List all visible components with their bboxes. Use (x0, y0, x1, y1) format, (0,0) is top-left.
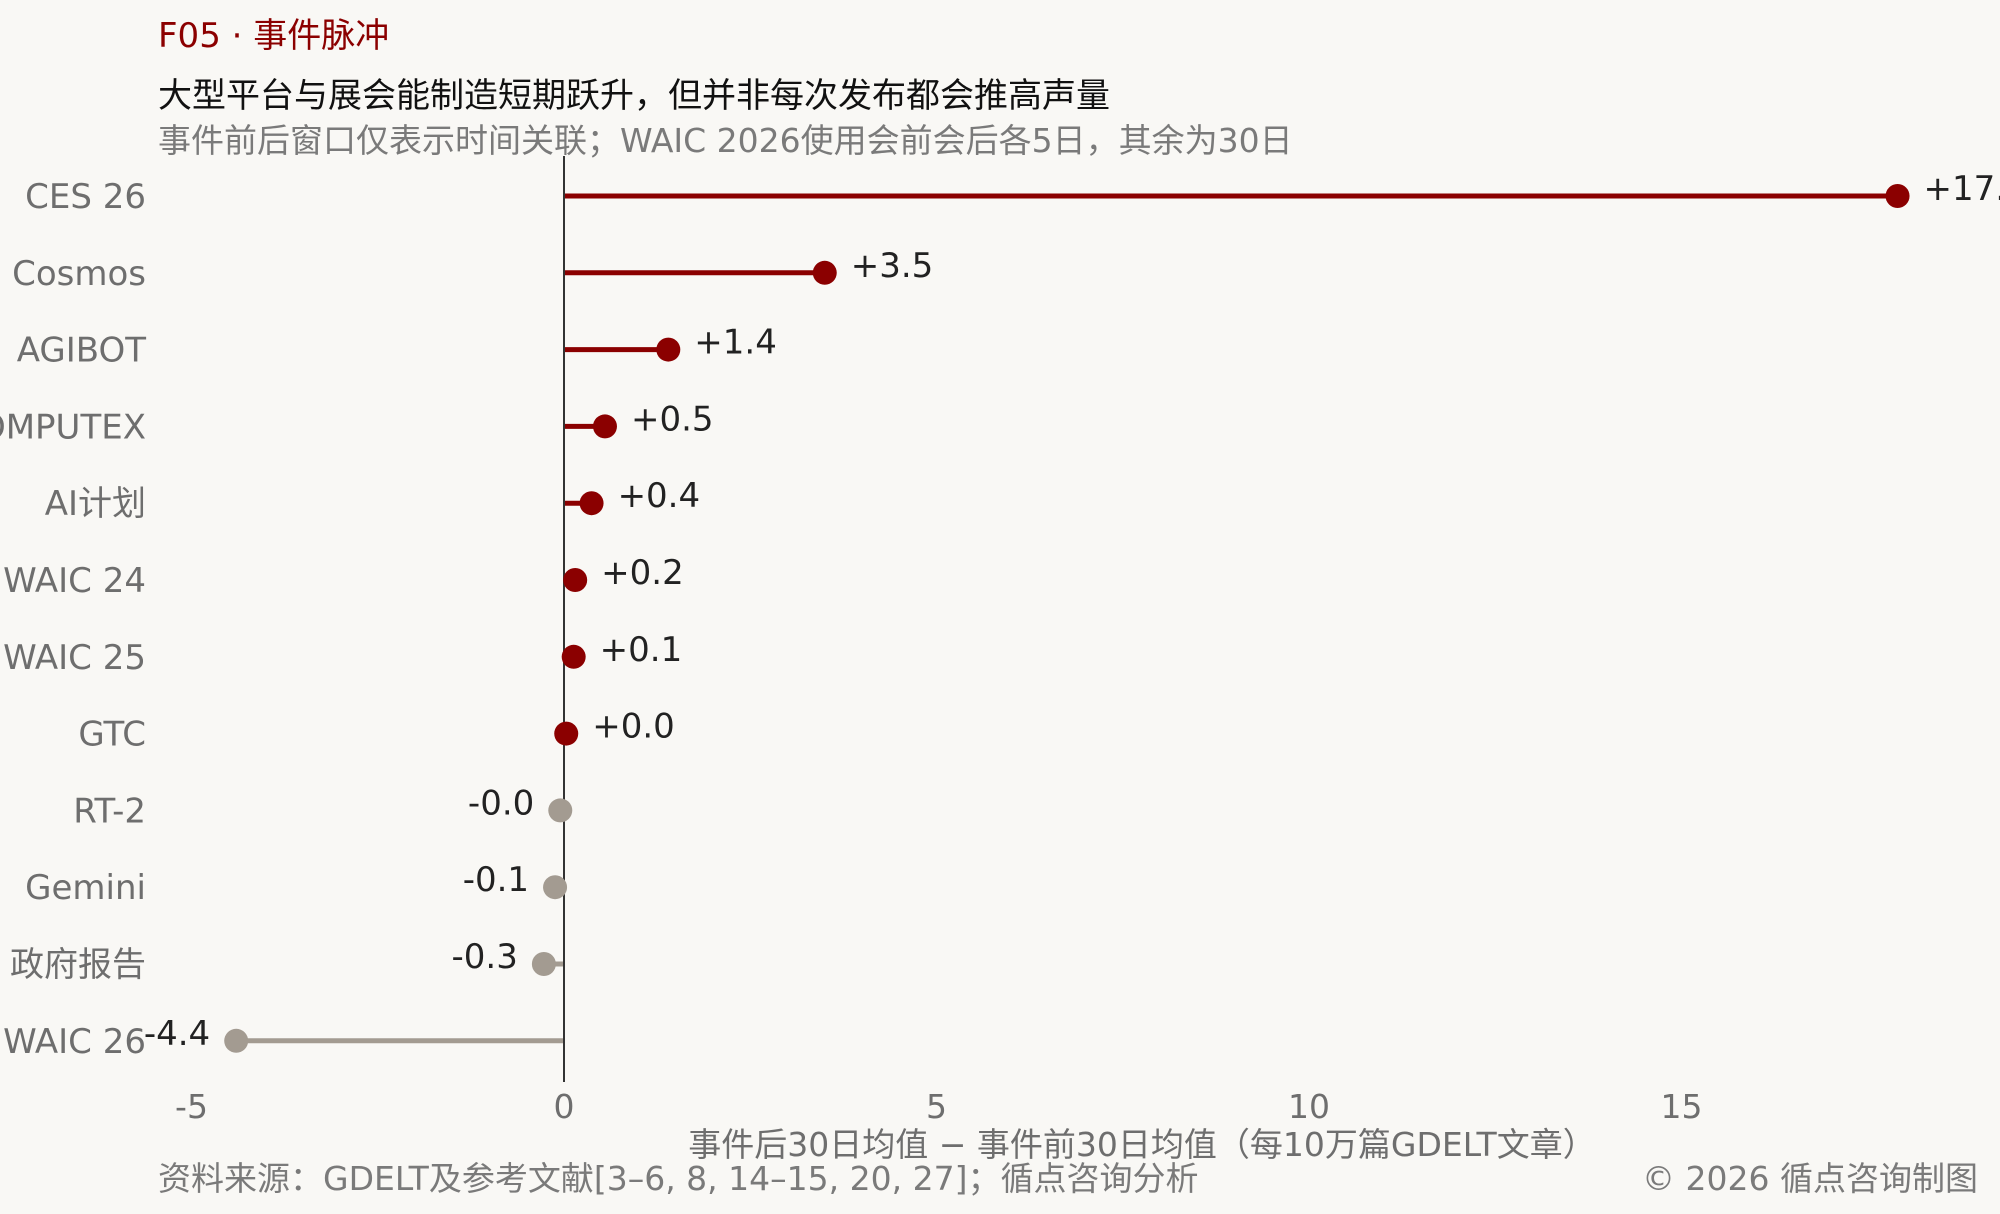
value-label-item-7: +0.0 (592, 707, 675, 747)
category-label-item-8: RT-2 (73, 791, 146, 831)
x-axis-label: 事件后30日均值 − 事件前30日均值（每10万篇GDELT文章） (688, 1125, 1595, 1164)
category-label-item-1: Cosmos (12, 254, 146, 294)
lollipop-dot-item-5 (563, 568, 588, 592)
category-label-item-4: AI计划 (45, 484, 146, 524)
figure-tag: F05 · 事件脉冲 (158, 16, 390, 56)
value-label-item-10: -0.3 (452, 937, 518, 977)
lollipop-dot-item-1 (812, 260, 837, 285)
lollipop-dot-item-8 (548, 798, 573, 823)
lollipop-dot-item-7 (554, 721, 579, 746)
category-labels: CES 26 Cosmos AGIBOT COMPUTEX AI计划 WAIC 24 WAI… (0, 177, 146, 1062)
x-tick-label-1: 0 (554, 1087, 575, 1126)
category-label-item-3: COMPUTEX (0, 407, 146, 447)
lollipop-dot-item-11 (224, 1028, 249, 1053)
lollipop-dot-item-3 (592, 414, 617, 439)
category-label-item-2: AGIBOT (17, 331, 147, 371)
x-tick-label-2: 5 (926, 1087, 947, 1126)
x-tick-label-0: -5 (175, 1087, 208, 1126)
copyright-note: © 2026 循点咨询制图 (1642, 1159, 1978, 1198)
value-label-item-2: +1.4 (694, 323, 777, 363)
x-axis-ticks: -5 0 5 10 15 (175, 1087, 1702, 1126)
value-label-item-6: +0.1 (600, 630, 683, 670)
value-label-item-8: -0.0 (468, 783, 534, 823)
category-label-item-7: GTC (78, 715, 146, 755)
lollipop-dot-item-9 (543, 875, 568, 900)
lollipop-dot-item-2 (656, 337, 681, 362)
category-label-item-5: WAIC 24 (3, 561, 146, 601)
lollipop-dot-item-10 (531, 952, 556, 976)
category-label-item-11: WAIC 26 (3, 1022, 146, 1062)
category-label-item-9: Gemini (25, 868, 146, 908)
lollipop-dot-item-4 (579, 491, 604, 516)
value-labels: +17.9 +3.5 +1.4 +0.5 +0.4 +0.2 +0.1 +0.0 -0.0 -0.… (144, 169, 2000, 1054)
value-label-item-3: +0.5 (631, 399, 714, 439)
lollipop-series (236, 193, 1898, 1044)
category-label-item-10: 政府报告 (10, 945, 146, 985)
value-label-item-0: +17.9 (1924, 169, 2000, 209)
value-label-item-11: -4.4 (144, 1014, 210, 1054)
lollipop-dots (224, 184, 1910, 1053)
chart-title: 大型平台与展会能制造短期跃升，但并非每次发布都会推高声量 (158, 76, 1110, 116)
value-label-item-4: +0.4 (618, 476, 701, 516)
category-label-item-6: WAIC 25 (3, 638, 146, 678)
x-tick-label-3: 10 (1288, 1087, 1330, 1126)
category-label-item-0: CES 26 (25, 177, 146, 217)
lollipop-dot-item-6 (561, 644, 586, 669)
x-tick-label-4: 15 (1661, 1087, 1703, 1126)
value-label-item-5: +0.2 (601, 553, 684, 593)
lollipop-dot-item-0 (1885, 184, 1910, 208)
chart-subtitle: 事件前后窗口仅表示时间关联；WAIC 2026使用会前会后各5日，其余为30日 (158, 121, 1293, 160)
source-note: 资料来源：GDELT及参考文献[3–6, 8, 14–15, 20, 27]；循… (158, 1159, 1199, 1198)
value-label-item-9: -0.1 (463, 860, 529, 900)
value-label-item-1: +3.5 (851, 246, 934, 286)
